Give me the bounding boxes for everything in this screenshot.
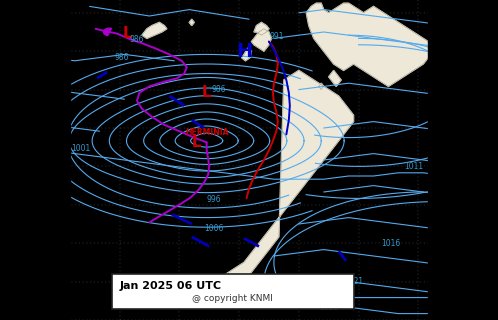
Polygon shape [254, 22, 269, 35]
Text: 1028: 1028 [319, 303, 338, 312]
Text: H: H [21, 245, 34, 260]
Text: H: H [236, 42, 252, 61]
Text: 1021: 1021 [344, 277, 363, 286]
Bar [112, 274, 354, 309]
Text: 986: 986 [129, 36, 144, 44]
Text: L: L [192, 135, 202, 150]
Text: 1006: 1006 [205, 224, 224, 233]
Polygon shape [319, 83, 324, 90]
Text: Jan 2025 06 UTC: Jan 2025 06 UTC [120, 281, 222, 291]
Polygon shape [189, 19, 194, 26]
Text: 986: 986 [212, 85, 227, 94]
Polygon shape [212, 70, 354, 294]
Polygon shape [242, 48, 251, 61]
Text: @ copyright KNMI: @ copyright KNMI [192, 294, 273, 303]
Polygon shape [329, 70, 341, 86]
Bar [428, 0, 498, 320]
Text: HERMINIA: HERMINIA [185, 128, 229, 137]
Text: L: L [202, 85, 212, 100]
Text: IVO: IVO [26, 107, 45, 117]
Text: 1001: 1001 [71, 144, 90, 153]
Polygon shape [251, 29, 271, 51]
Polygon shape [142, 22, 167, 38]
Text: L: L [32, 31, 42, 46]
Text: 1011: 1011 [404, 162, 423, 171]
Text: 996: 996 [207, 196, 222, 204]
Bar [0, 0, 70, 320]
Text: 986: 986 [115, 53, 129, 62]
Wedge shape [104, 28, 112, 36]
Text: 991: 991 [269, 32, 284, 41]
Text: 1016: 1016 [381, 239, 400, 248]
Polygon shape [306, 3, 433, 86]
Text: L: L [122, 26, 132, 41]
